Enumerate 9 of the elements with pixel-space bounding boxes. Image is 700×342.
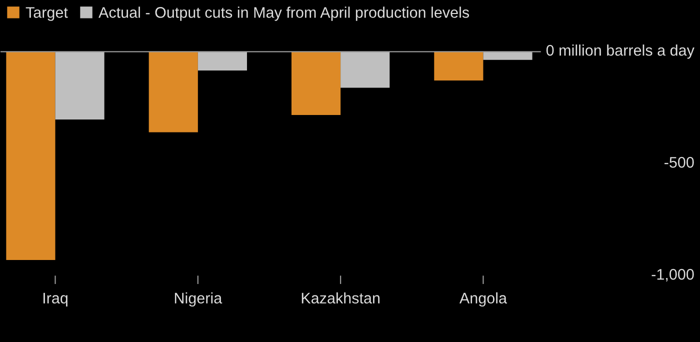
x-tick-label: Kazakhstan <box>302 292 380 304</box>
y-tick-label: -500 <box>664 156 694 168</box>
x-tick-label: Angola <box>459 292 508 307</box>
x-tick-label: Iraq <box>44 292 68 307</box>
y-tick-label: -1,000 <box>652 268 694 282</box>
legend-label: Actual - Output cuts in May from April production levels <box>98 6 470 21</box>
legend-label: Target <box>26 7 68 21</box>
y-tick-label: 0 million barrels a day <box>546 44 694 59</box>
x-tick-label: Nigeria <box>174 292 222 307</box>
